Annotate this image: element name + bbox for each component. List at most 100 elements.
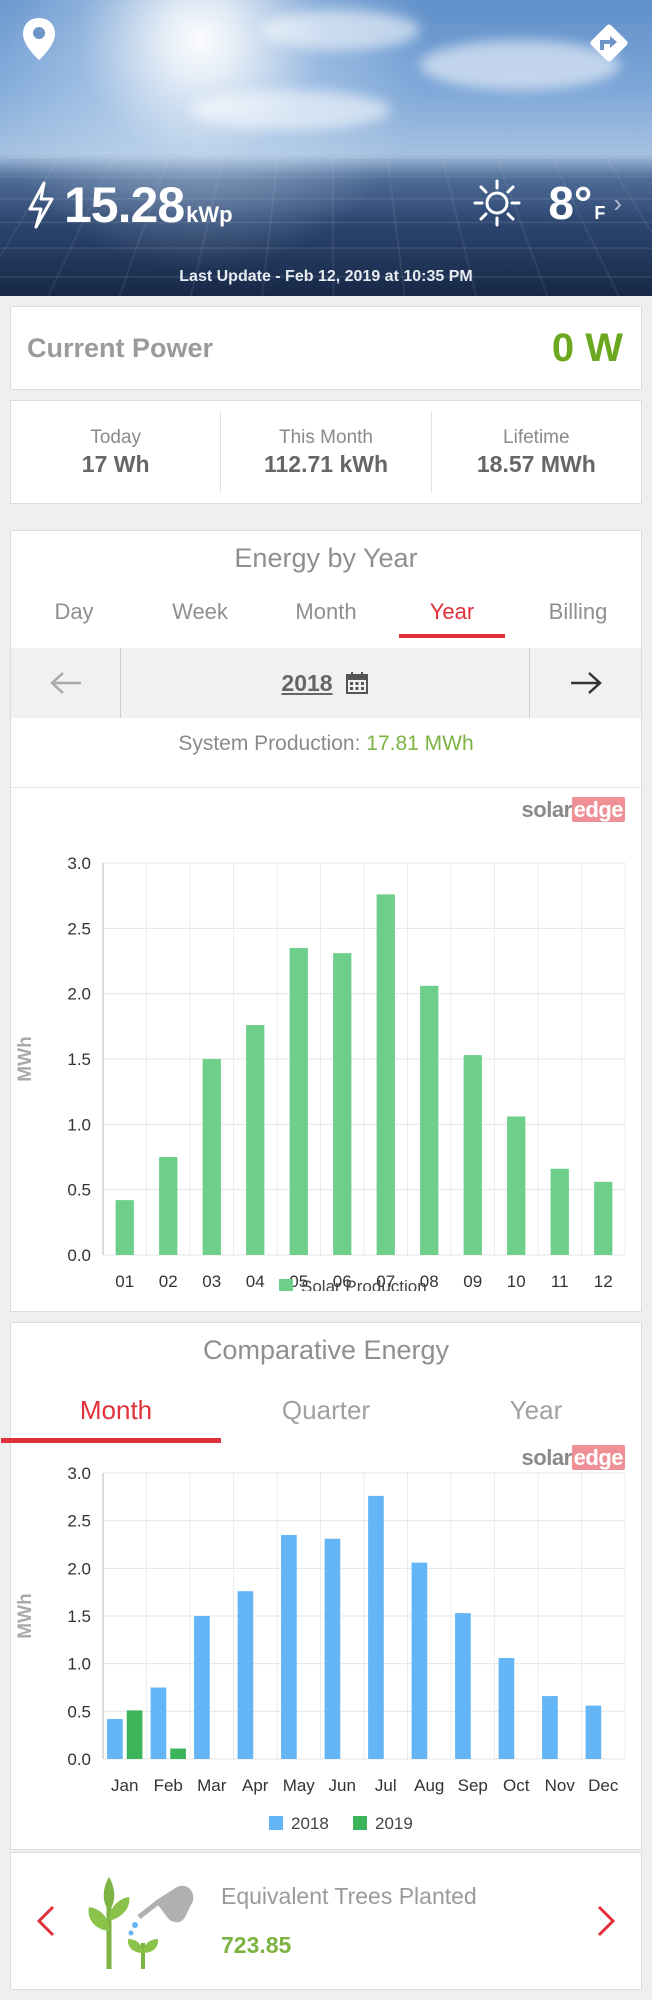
- section-title: Comparative Energy: [202, 1335, 450, 1365]
- x-tick-label: 09: [463, 1272, 482, 1291]
- production-value: 17.81 MWh: [366, 732, 474, 755]
- tab-day[interactable]: Day: [54, 599, 94, 624]
- bar[interactable]: [455, 1613, 471, 1759]
- bar[interactable]: [498, 1657, 515, 1759]
- tab-quarter[interactable]: Quarter: [281, 1395, 371, 1425]
- bar[interactable]: [202, 1059, 221, 1255]
- x-tick-label: Jan: [111, 1776, 138, 1795]
- last-update-text: Last Update - Feb 12, 2019 at 10:35 PM: [179, 268, 473, 285]
- tab-month[interactable]: Month: [1, 1375, 221, 1443]
- bar[interactable]: [420, 985, 439, 1255]
- x-tick-label: 05: [289, 1272, 308, 1291]
- tab-week[interactable]: Week: [172, 599, 228, 624]
- bar[interactable]: [585, 1705, 602, 1759]
- next-benefit-button[interactable]: [571, 1904, 641, 1938]
- bar[interactable]: [246, 1025, 265, 1255]
- period-selector[interactable]: 2018: [121, 670, 529, 697]
- x-tick-label: 01: [115, 1272, 134, 1291]
- energy-by-year-chart: 0.0 0.5 1.0 1.5 2.0 2.5 3.0 MWh 01 02 03 04 05 06 07 08…: [15, 854, 626, 1291]
- comparative-energy-card: Comparative Energy Month Quarter Year so…: [1, 1322, 642, 1850]
- x-tick-label: Dec: [588, 1776, 619, 1795]
- y-tick-label: 2.0: [67, 985, 91, 1004]
- x-tick-label: 10: [507, 1272, 526, 1291]
- peak-power: 15.28 kWp: [26, 176, 233, 234]
- bar[interactable]: [542, 1696, 558, 1759]
- tab-year[interactable]: Year: [389, 583, 515, 638]
- x-tick-label: Sep: [458, 1776, 488, 1795]
- stat-value: 17 Wh: [81, 450, 150, 477]
- current-power-card[interactable]: Current Power 0 W: [10, 306, 642, 390]
- legend-label[interactable]: Solar Production: [301, 1277, 427, 1291]
- tab-billing[interactable]: Billing: [548, 599, 608, 624]
- bar[interactable]: [463, 1055, 482, 1255]
- bar[interactable]: [237, 1591, 254, 1759]
- x-tick-label: 07: [376, 1272, 395, 1291]
- bar[interactable]: [194, 1616, 210, 1759]
- bar[interactable]: [107, 1718, 123, 1759]
- calendar-icon[interactable]: [345, 671, 369, 695]
- location-pin-icon[interactable]: [20, 16, 58, 62]
- legend-label[interactable]: 2018: [291, 1814, 329, 1833]
- bar[interactable]: [368, 1495, 384, 1759]
- legend-label[interactable]: 2019: [375, 1814, 413, 1833]
- bar[interactable]: [550, 1168, 569, 1255]
- x-tick-label: Nov: [545, 1776, 576, 1795]
- y-tick-label: 1.5: [67, 1050, 91, 1069]
- solaredge-logo: solaredge: [521, 1445, 625, 1470]
- y-tick-label: 3.0: [67, 1464, 91, 1483]
- bar[interactable]: [507, 1116, 526, 1255]
- tree-watering-icon: [88, 1877, 194, 1969]
- stat-today: Today 17 Wh: [11, 411, 222, 493]
- bar[interactable]: [126, 1710, 143, 1759]
- previous-period-button[interactable]: [11, 648, 121, 718]
- stat-label: Today: [90, 426, 142, 448]
- stat-this-month: This Month 112.71 kWh: [221, 411, 432, 493]
- equivalent-trees-card: Equivalent Trees Planted 723.85: [10, 1852, 642, 1990]
- bar[interactable]: [376, 894, 395, 1255]
- lightning-bolt-icon: [28, 181, 54, 229]
- energy-by-year-card: Energy by Year Day Week Month Year Billi…: [10, 530, 642, 1312]
- x-tick-label: 12: [594, 1272, 613, 1291]
- section-title: Energy by Year: [234, 543, 418, 573]
- bar[interactable]: [333, 953, 352, 1255]
- bar[interactable]: [324, 1538, 341, 1759]
- next-period-button[interactable]: [529, 648, 641, 718]
- y-tick-label: 2.5: [67, 919, 91, 938]
- y-tick-label: 0.0: [67, 1750, 91, 1769]
- period-tabs: Day Week Month Year Billing: [11, 583, 641, 638]
- trees-label: Equivalent Trees Planted: [221, 1883, 477, 1909]
- y-tick-label: 1.5: [67, 1607, 91, 1626]
- legend-swatch: [353, 1816, 367, 1830]
- stat-value: 18.57 MWh: [476, 450, 596, 477]
- x-tick-label: Aug: [414, 1776, 444, 1795]
- trees-text: Equivalent Trees Planted 723.85: [221, 1883, 477, 1959]
- y-tick-label: 0.5: [67, 1181, 91, 1200]
- chevron-right-icon[interactable]: ›: [613, 187, 622, 218]
- bar[interactable]: [159, 1157, 178, 1255]
- x-tick-label: Feb: [154, 1776, 183, 1795]
- previous-benefit-button[interactable]: [11, 1904, 81, 1938]
- bar[interactable]: [281, 1534, 297, 1759]
- production-label: System Production:: [178, 732, 361, 755]
- y-tick-label: 1.0: [67, 1655, 91, 1674]
- bar[interactable]: [594, 1181, 613, 1255]
- bar[interactable]: [150, 1687, 167, 1760]
- tab-month[interactable]: Month: [295, 599, 357, 624]
- period-label[interactable]: 2018: [281, 669, 333, 696]
- y-tick-label: 0.5: [67, 1702, 91, 1721]
- bar[interactable]: [170, 1748, 186, 1759]
- directions-icon[interactable]: [586, 20, 632, 66]
- tab-year[interactable]: Year: [509, 1395, 563, 1425]
- bar[interactable]: [411, 1562, 428, 1759]
- bar[interactable]: [115, 1200, 134, 1255]
- x-tick-label: Oct: [503, 1776, 530, 1795]
- x-tick-label: 03: [202, 1272, 221, 1291]
- chevron-right-icon: [597, 1905, 616, 1937]
- cloud: [190, 90, 390, 130]
- bar[interactable]: [289, 947, 308, 1255]
- stat-lifetime: Lifetime 18.57 MWh: [432, 411, 641, 493]
- x-tick-label: May: [283, 1776, 316, 1795]
- y-tick-label: 2.0: [67, 1559, 91, 1578]
- stat-label: This Month: [279, 426, 373, 448]
- weather[interactable]: 8° F ›: [472, 176, 622, 230]
